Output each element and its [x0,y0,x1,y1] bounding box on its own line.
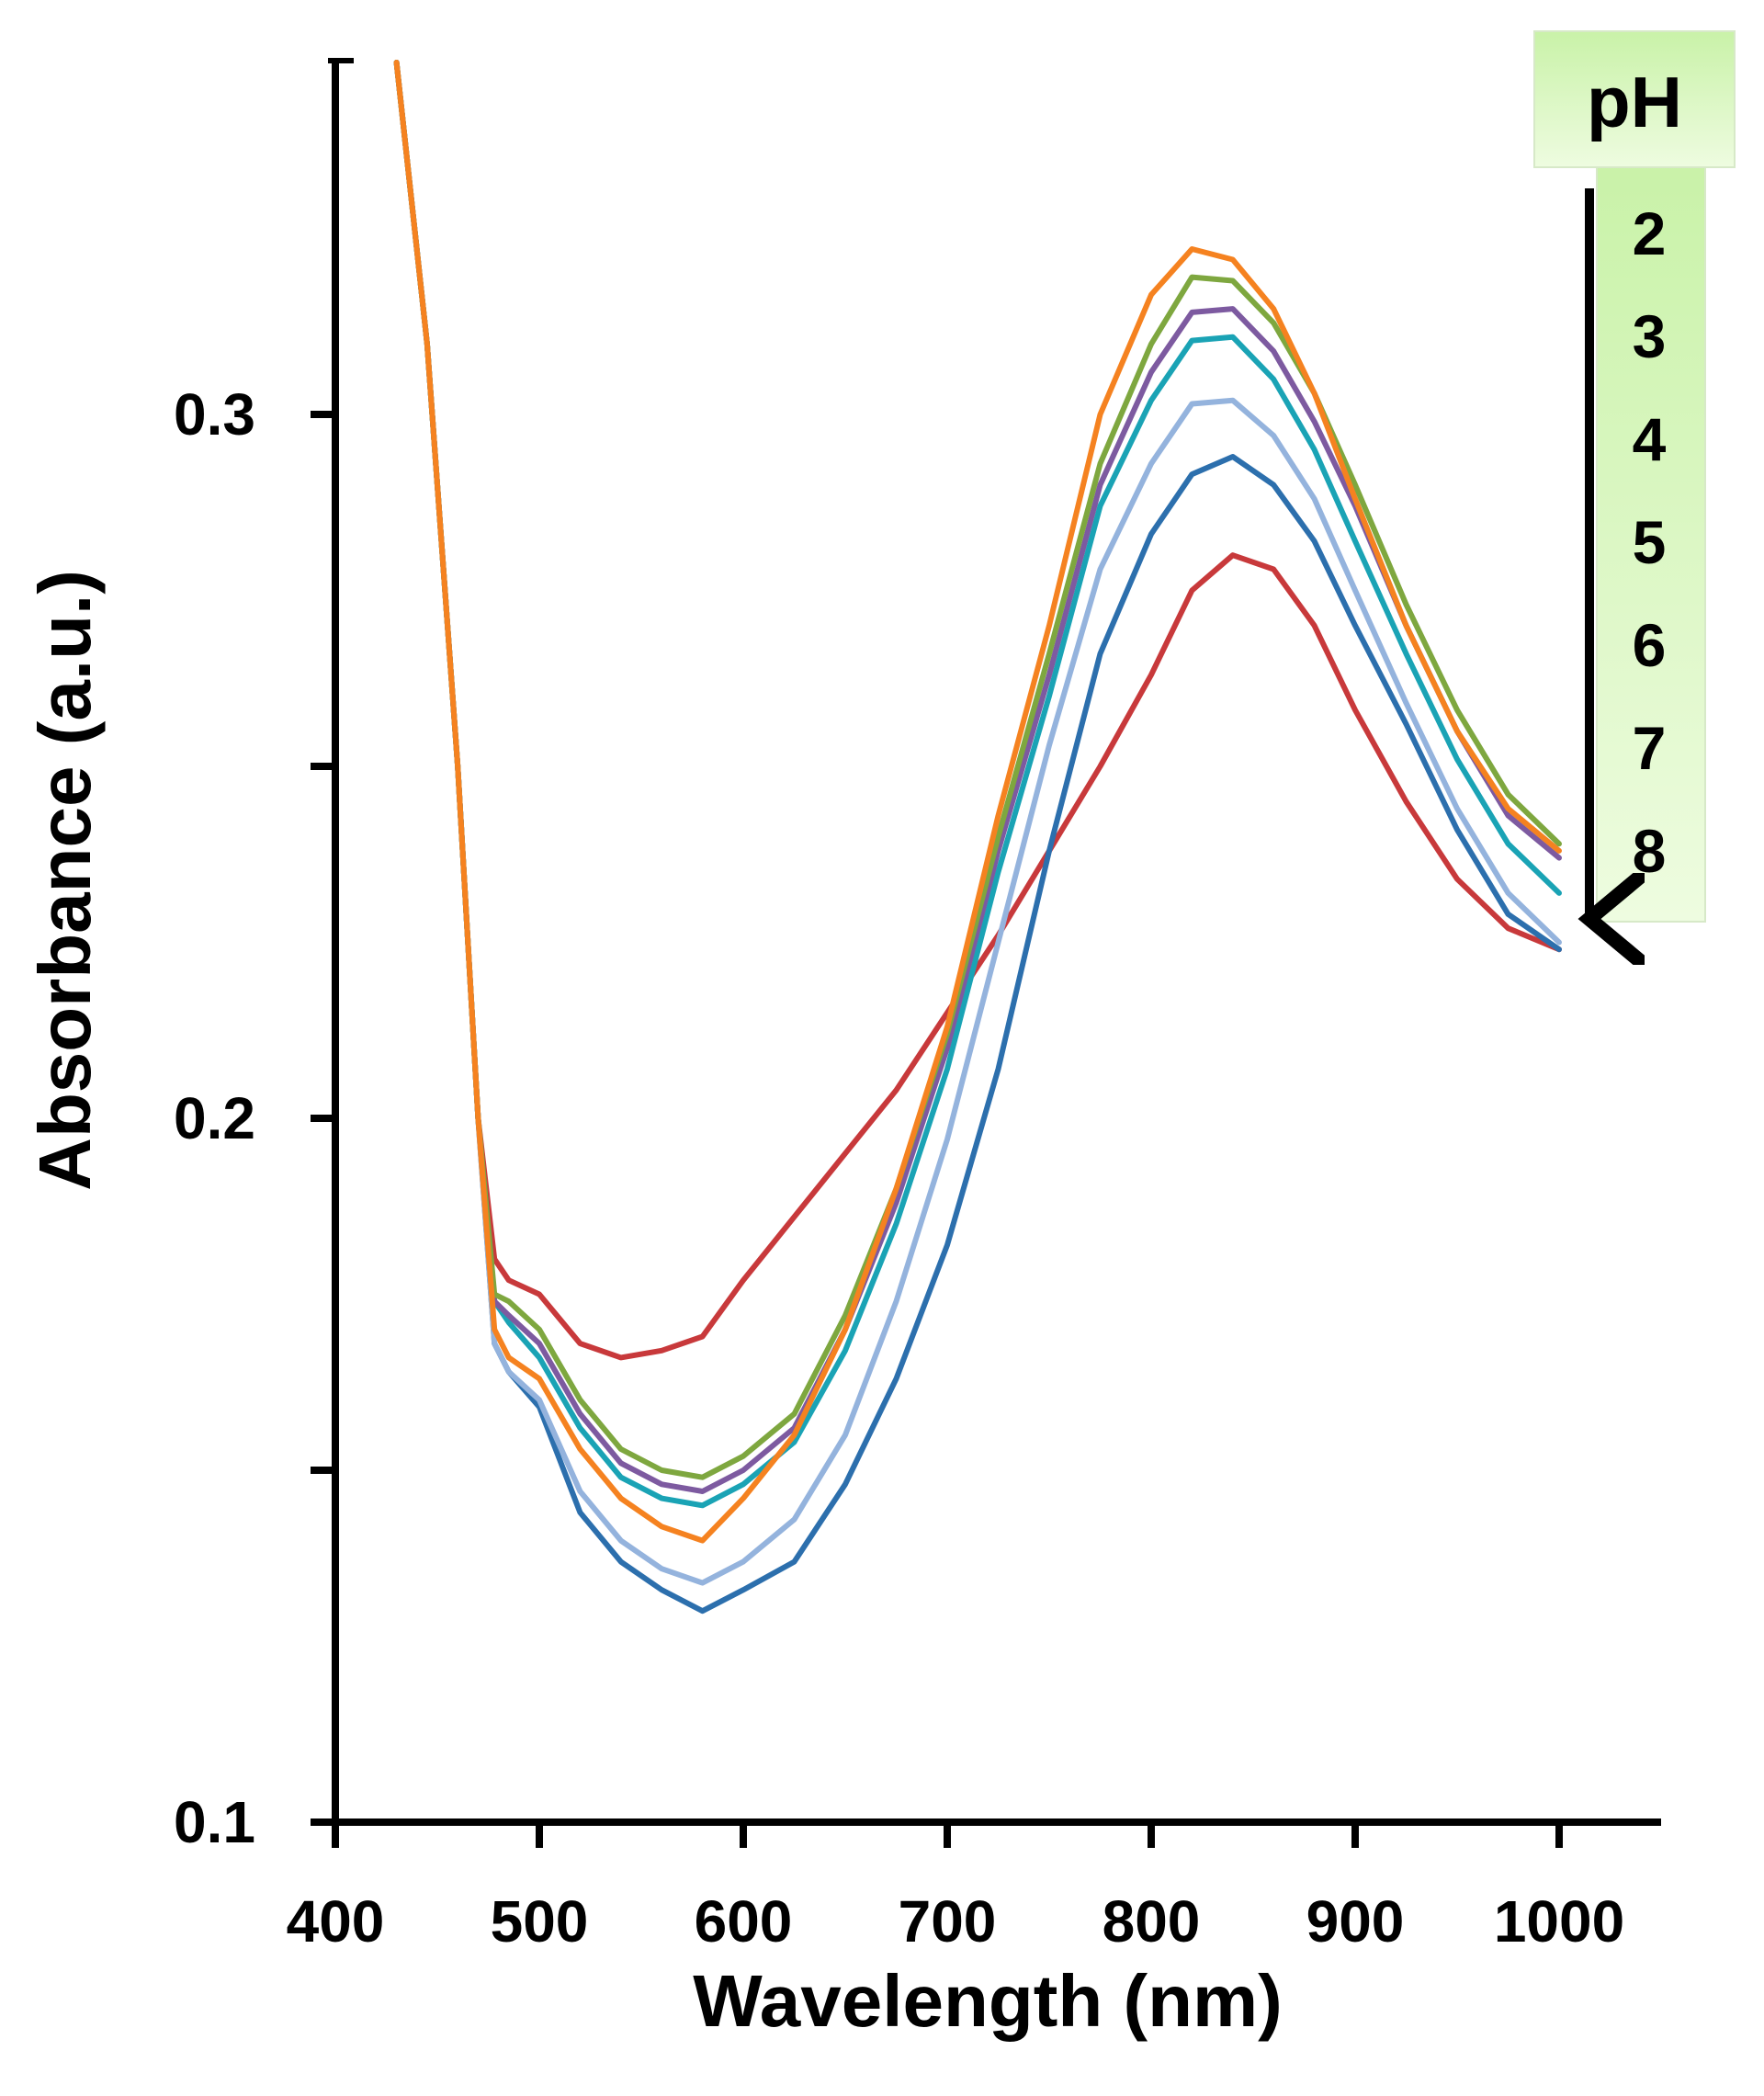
y-tick-label-0.2: 0.2 [174,1085,255,1151]
series-line-ph-2 [393,60,1562,1544]
legend-entry-ph-8: 8 [1633,817,1667,885]
x-tick-label-900: 900 [1306,1888,1405,1954]
legend-entry-ph-7: 7 [1633,714,1667,782]
series-line-ph-4 [393,60,1562,1494]
series-line-ph-5 [393,60,1562,1509]
legend-entries: 2 3 4 5 6 7 8 [1633,199,1667,885]
y-axis-title: Absorbance (a.u.) [24,570,106,1191]
series-line-ph-8 [393,60,1562,1361]
legend-entry-ph-4: 4 [1633,405,1667,473]
legend-entry-ph-5: 5 [1633,508,1667,576]
x-tick-label-1000: 1000 [1494,1888,1624,1954]
series-line-ph-6 [393,60,1562,1586]
legend-title-box [1533,30,1736,168]
x-tick-label-600: 600 [695,1888,793,1954]
legend-entries-box [1596,160,1706,923]
legend: pH 2 3 4 5 6 7 8 [1533,30,1736,923]
legend-entry-ph-2: 2 [1633,199,1667,267]
x-tick-label-400: 400 [287,1888,385,1954]
legend-entry-ph-6: 6 [1633,611,1667,679]
x-tick-label-800: 800 [1102,1888,1201,1954]
x-axis-title: Wavelength (nm) [693,1960,1282,2042]
legend-entry-ph-3: 3 [1633,302,1667,370]
series-lines [393,60,1562,1614]
y-tick-label-0.1: 0.1 [174,1789,255,1855]
x-ticks: 400 500 600 700 800 900 1000 [287,1818,1624,1954]
series-line-ph-3 [393,60,1562,1480]
y-ticks: 0.1 0.2 0.3 [174,381,339,1855]
legend-title: pH [1587,62,1682,142]
axes: 400 500 600 700 800 900 1000 0.1 0.2 0.3 [174,58,1661,1954]
x-tick-label-700: 700 [899,1888,997,1954]
y-tick-label-0.3: 0.3 [174,381,255,448]
x-tick-label-500: 500 [491,1888,589,1954]
